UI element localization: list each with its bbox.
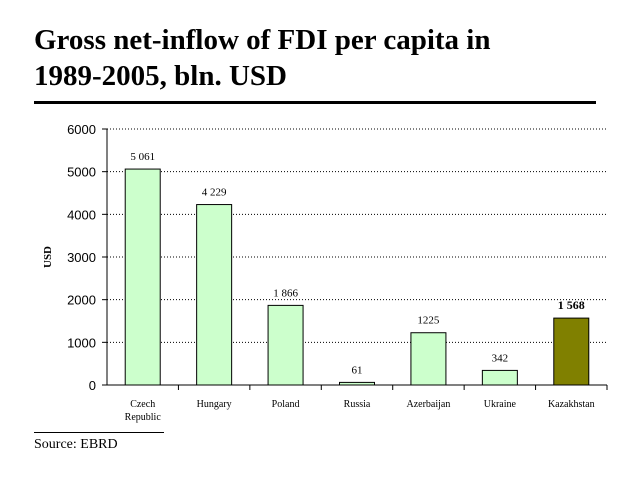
slide-title: Gross net-inflow of FDI per capita in 19… [34,22,614,94]
x-tick-label-line: Czech [130,399,155,410]
data-label-hungary: 4 229 [202,187,227,199]
title-line-1: Gross net-inflow of FDI per capita in [34,24,491,56]
x-tick-label-czech-republic: Czech Republic [125,399,162,423]
x-tick-label-line: Azerbaijan [406,399,450,410]
y-tick-label-5000: 5000 [67,165,96,180]
bar-ukraine [481,369,518,386]
x-tick-label-hungary: Hungary [197,399,232,410]
data-label-azerbaijan: 1225 [417,315,440,327]
y-tick-label-2000: 2000 [67,293,96,308]
x-tick-label-line: Kazakhstan [548,399,595,410]
bar-hungary [196,204,233,386]
fdi-bar-chart: 0 1000 2000 3000 4000 5000 6000 USD 5 061 Czech Re… [42,122,608,423]
title-underline [34,101,596,104]
x-tick-label-azerbaijan: Azerbaijan [406,399,450,410]
x-tick-label-line: Ukraine [484,399,517,410]
y-axis-label: USD [42,246,54,268]
y-tick-label-4000: 4000 [67,207,96,222]
data-label-poland: 1 866 [273,287,298,299]
x-tick-label-ukraine: Ukraine [484,399,517,410]
data-label-kazakhstan: 1 568 [558,298,585,312]
y-tick-label-6000: 6000 [67,122,96,137]
bar-czech-republic [124,168,161,386]
x-tick-label-poland: Poland [272,399,300,410]
data-label-russia: 61 [352,364,363,376]
x-tick-label-line: Russia [344,399,371,410]
data-label-czech-republic: 5 061 [130,151,155,163]
data-label-ukraine: 342 [492,352,509,364]
bar-kazakhstan [553,317,590,386]
x-tick-label-line: Poland [272,399,300,410]
source-separator [34,432,164,433]
bar-poland [267,304,304,386]
y-tick-label-3000: 3000 [67,250,96,265]
x-tick-label-russia: Russia [344,399,371,410]
bar-russia [339,381,375,386]
x-tick-label-line: Hungary [197,399,232,410]
title-line-2: 1989-2005, bln. USD [34,60,287,92]
x-tick-label-kazakhstan: Kazakhstan [548,399,595,410]
y-tick-label-0: 0 [89,378,96,393]
bar-azerbaijan [410,332,447,386]
y-tick-label-1000: 1000 [67,335,96,350]
source-note: Source: EBRD [34,437,118,452]
x-tick-label-line: Republic [125,412,162,423]
